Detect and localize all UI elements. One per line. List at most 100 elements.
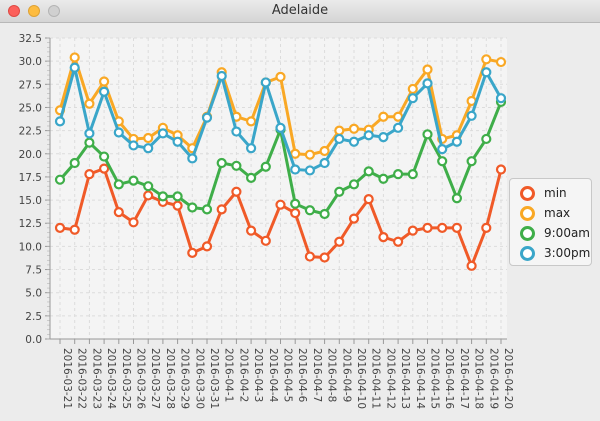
x-tick-label: 2016-04-13 (399, 348, 411, 409)
close-button[interactable] (8, 5, 20, 17)
data-point-max (495, 56, 507, 68)
x-tick-label: 2016-04-11 (370, 348, 382, 409)
data-point-3:00pm (157, 128, 168, 139)
data-point-min (128, 217, 139, 228)
data-point-3:00pm (231, 126, 242, 137)
data-point-3:00pm (378, 131, 389, 143)
data-point-min (98, 163, 110, 174)
data-point-9:00am (348, 179, 360, 190)
y-tick-label: 0.0 (25, 334, 42, 346)
y-tick-label: 30.0 (19, 56, 42, 68)
data-point-min (290, 207, 301, 219)
x-tick-label: 2016-03-25 (120, 348, 132, 409)
y-tick-label: 2.5 (25, 311, 42, 323)
x-tick-label: 2016-04-17 (458, 348, 470, 409)
y-tick-label: 7.5 (25, 265, 42, 277)
data-point-max (143, 132, 154, 144)
data-point-min (275, 199, 286, 210)
y-tick-label: 12.5 (19, 218, 42, 230)
data-point-3:00pm (348, 136, 360, 147)
data-point-max (348, 123, 360, 134)
data-point-max (422, 64, 433, 75)
data-point-min (393, 236, 404, 247)
x-tick-label: 2016-04-19 (487, 348, 499, 409)
data-point-max (378, 111, 389, 122)
x-tick-label: 2016-03-24 (105, 348, 117, 409)
data-point-9:00am (231, 160, 242, 171)
data-point-3:00pm (495, 93, 507, 104)
data-point-max (304, 149, 315, 160)
y-tick-label: 22.5 (19, 126, 42, 138)
x-tick-label: 2016-04-6 (296, 348, 308, 403)
x-tick-label: 2016-04-4 (267, 348, 279, 403)
data-point-9:00am (319, 208, 330, 220)
x-tick-label: 2016-04-3 (252, 348, 264, 402)
data-point-min (216, 204, 227, 215)
data-point-9:00am (187, 202, 198, 213)
y-tick-label: 10.0 (19, 241, 42, 253)
window-title: Adelaide (271, 3, 329, 18)
data-point-min (495, 164, 507, 175)
data-point-9:00am (143, 181, 154, 192)
data-point-min (304, 251, 315, 262)
data-point-3:00pm (128, 140, 139, 151)
x-tick-label: 2016-03-26 (135, 348, 147, 409)
data-point-min (363, 194, 374, 205)
data-point-min (113, 207, 124, 218)
x-tick-label: 2016-04-7 (311, 348, 323, 402)
x-tick-label: 2016-04-1 (223, 348, 235, 402)
x-tick-label: 2016-03-21 (61, 348, 73, 409)
data-point-9:00am (84, 137, 95, 148)
legend-label: 9:00am (544, 226, 590, 240)
data-point-min (422, 222, 433, 233)
data-point-3:00pm (54, 116, 66, 127)
x-tick-label: 2016-03-22 (76, 348, 88, 409)
data-point-9:00am (290, 198, 301, 209)
y-tick-label: 5.0 (25, 288, 42, 300)
data-point-min (187, 247, 198, 258)
data-point-3:00pm (451, 136, 462, 147)
data-point-3:00pm (98, 86, 110, 97)
data-point-3:00pm (319, 157, 330, 169)
data-point-min (143, 190, 154, 201)
data-point-9:00am (246, 172, 257, 183)
data-point-3:00pm (481, 67, 492, 78)
legend-marker-icon (520, 205, 535, 221)
legend-marker-icon (520, 225, 535, 241)
legend-label: min (544, 186, 567, 200)
legend-label: max (544, 206, 571, 220)
data-point-max (319, 145, 330, 157)
x-tick-label: 2016-03-29 (179, 348, 191, 409)
data-point-max (69, 52, 80, 63)
y-tick-label: 25.0 (19, 102, 42, 114)
data-point-9:00am (54, 174, 66, 185)
data-point-9:00am (481, 133, 492, 145)
minimize-button[interactable] (28, 5, 40, 17)
data-point-min (54, 222, 66, 233)
data-point-min (451, 222, 462, 233)
data-point-9:00am (466, 156, 477, 167)
data-point-min (172, 200, 183, 211)
data-point-9:00am (98, 151, 110, 162)
x-tick-label: 2016-04-16 (443, 348, 455, 409)
data-point-3:00pm (290, 164, 301, 175)
x-tick-label: 2016-04-18 (473, 348, 485, 409)
data-point-9:00am (422, 129, 433, 140)
data-point-3:00pm (466, 110, 477, 121)
y-tick-label: 27.5 (19, 79, 42, 91)
data-point-3:00pm (260, 77, 271, 88)
data-point-min (466, 260, 477, 271)
data-point-min (231, 186, 242, 197)
data-point-9:00am (304, 205, 315, 216)
data-point-9:00am (69, 157, 80, 169)
data-point-max (275, 71, 286, 82)
data-point-min (437, 222, 448, 233)
data-point-3:00pm (437, 144, 448, 155)
data-point-max (98, 76, 110, 87)
data-point-9:00am (201, 204, 213, 215)
data-point-min (260, 235, 271, 246)
zoom-button[interactable] (48, 5, 60, 17)
data-point-9:00am (363, 166, 374, 177)
data-point-9:00am (172, 191, 183, 202)
legend-item: max (510, 203, 591, 223)
